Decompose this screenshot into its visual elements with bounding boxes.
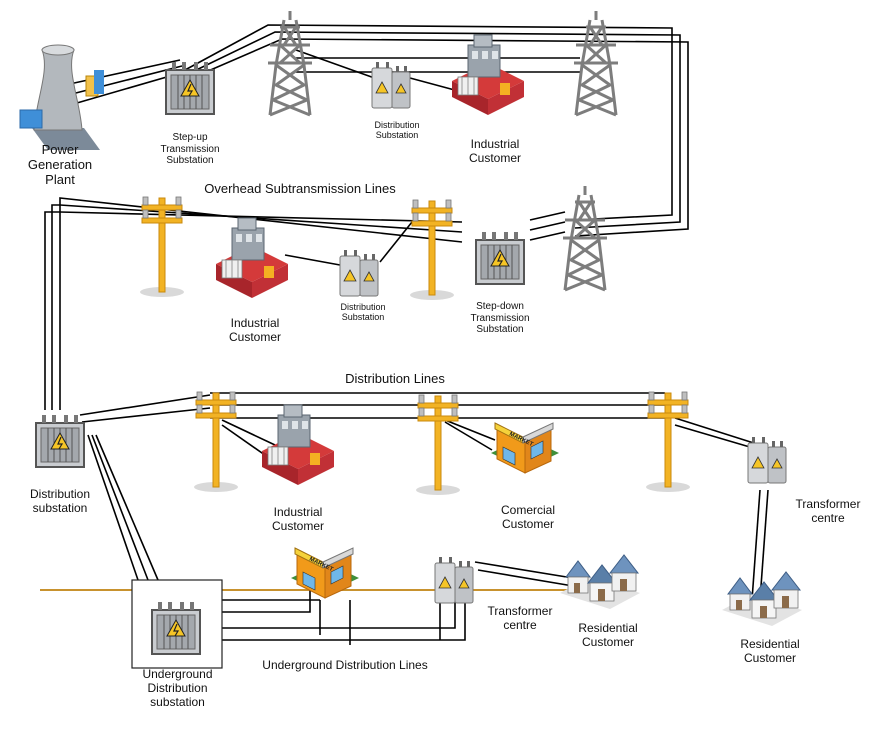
dist-substation-top-icon [371, 61, 411, 109]
label-residential-mid: Residential Customer [578, 621, 638, 649]
stepdown-transformer-icon [475, 231, 525, 285]
factory-icon-top [451, 34, 525, 116]
stepup-transformer-icon [165, 61, 215, 115]
pole-icon-2 [409, 199, 455, 301]
pole-icon-5 [645, 391, 691, 493]
pole-icon-3 [193, 391, 239, 493]
label-stepup: Step-up Transmission Substation [160, 132, 220, 166]
dist-substation-mid-icon [339, 249, 379, 297]
label-dist-sub-mid: Distribution Substation [340, 302, 386, 323]
power-plant-icon [19, 44, 104, 150]
label-residential-right: Residential Customer [740, 637, 800, 665]
factory-icon-low [261, 404, 335, 486]
transformer-mid-icon [434, 556, 474, 604]
label-industrial-mid: Industrial Customer [228, 316, 281, 344]
transmission-lines [64, 24, 689, 237]
market-icon-right [490, 422, 560, 474]
tower-icon-3 [561, 184, 609, 292]
factory-icon-mid [215, 217, 289, 299]
label-commercial: Comercial Customer [500, 503, 555, 531]
label-transformer-right: Transformer centre [795, 497, 861, 525]
label-distribution-lines: Distribution Lines [345, 371, 445, 386]
label-industrial-top: Industrial Customer [468, 137, 521, 165]
label-transformer-mid: Transformer centre [487, 604, 553, 632]
distribution-substation-icon [35, 414, 85, 468]
label-power-plant: Power Generation Plant [27, 142, 93, 187]
label-industrial-low: Industrial Customer [271, 505, 324, 533]
subtransmission-lines [44, 197, 566, 410]
underground-substation-icon [151, 601, 201, 655]
label-underground-sub: Underground Distribution substation [142, 667, 213, 709]
label-stepdown: Step-down Transmission Substation [470, 301, 530, 335]
label-dist-sub-top: Distribution Substation [374, 120, 420, 141]
label-distribution-substation: Distribution substation [29, 487, 91, 515]
pole-icon-1 [139, 196, 185, 298]
transformer-right-icon [747, 436, 787, 484]
pole-icon-4 [415, 394, 461, 496]
label-underground-lines: Underground Distribution Lines [262, 658, 428, 672]
label-overhead-sub: Overhead Subtransmission Lines [204, 181, 396, 196]
tower-icon-1 [266, 9, 314, 117]
houses-icon-mid [559, 554, 641, 610]
